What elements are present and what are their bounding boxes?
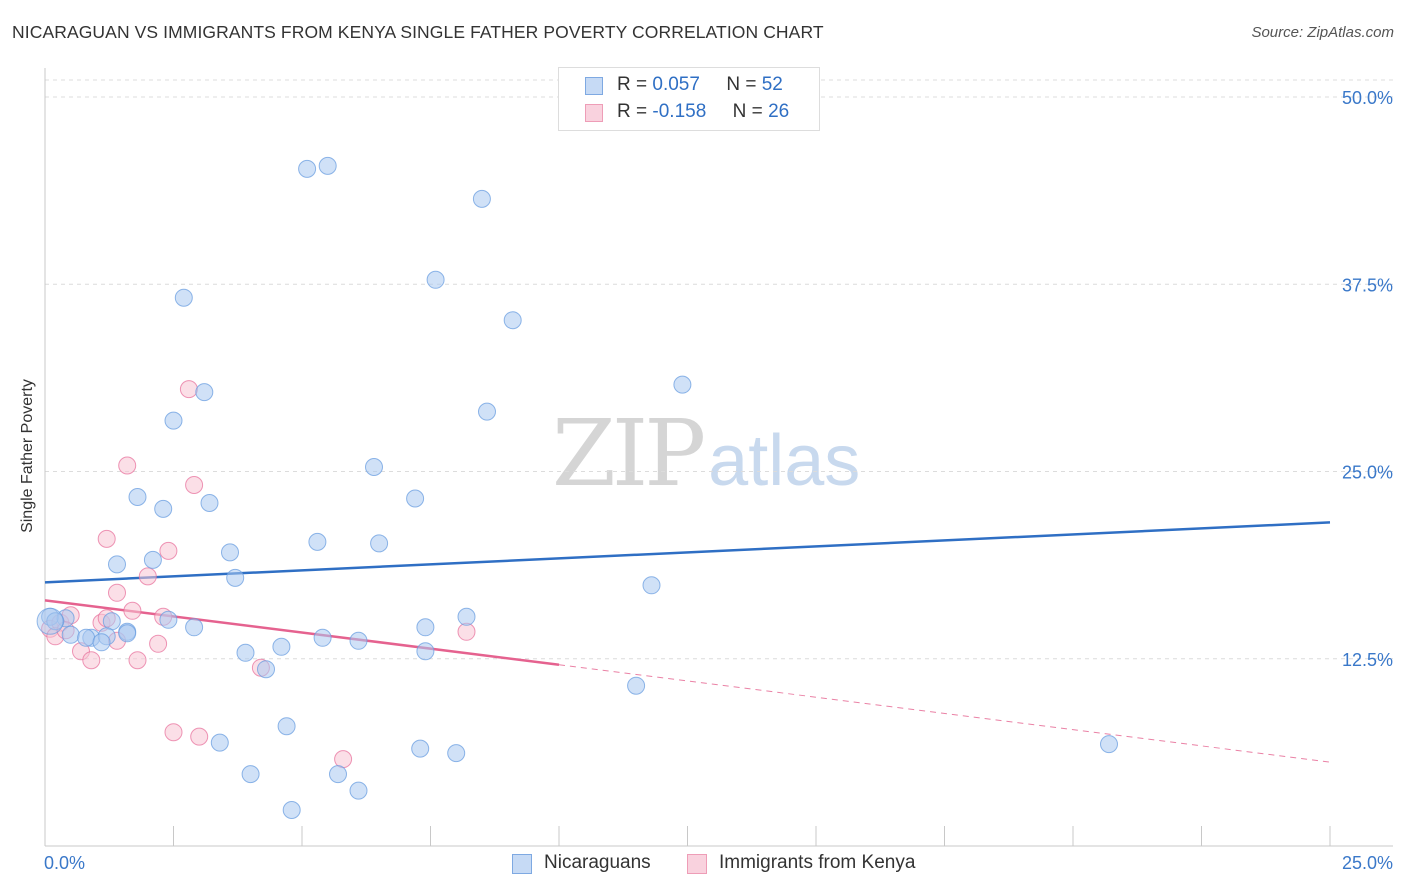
point-nicaraguans [642, 576, 661, 595]
point-kenya [334, 750, 353, 769]
legend-swatch-nicaraguans [585, 77, 603, 95]
point-kenya [190, 727, 209, 746]
point-nicaraguans [457, 607, 476, 626]
point-kenya [118, 456, 137, 475]
bottom-legend-swatch-nicaraguans [512, 854, 532, 874]
point-nicaraguans [272, 637, 291, 656]
point-kenya [457, 622, 476, 641]
point-nicaraguans [102, 612, 121, 631]
point-kenya [159, 541, 178, 560]
point-nicaraguans [200, 494, 219, 512]
point-nicaraguans [36, 607, 64, 635]
point-nicaraguans [416, 642, 435, 661]
point-nicaraguans [426, 270, 445, 289]
point-nicaraguans [627, 676, 646, 695]
point-kenya [128, 651, 147, 670]
trend-line-nicaraguans [44, 521, 1331, 584]
point-nicaraguans [673, 375, 692, 394]
point-kenya [138, 567, 157, 586]
point-kenya [185, 476, 204, 494]
tick-labels: 12.5% 25.0% 37.5% 50.0% 0.0% 25.0% [44, 88, 1393, 873]
point-nicaraguans [210, 733, 229, 752]
n-label: N = [726, 74, 757, 95]
point-nicaraguans [164, 411, 183, 430]
point-nicaraguans [478, 402, 496, 421]
r-value: 0.057 [652, 74, 700, 95]
point-nicaraguans [416, 618, 435, 637]
data-points [36, 156, 1118, 819]
n-label: N = [732, 101, 763, 122]
point-nicaraguans [221, 543, 239, 562]
axes [44, 68, 1393, 847]
y-axis-label: Single Father Poverty [19, 379, 36, 533]
point-nicaraguans [329, 765, 347, 784]
y-tick-label: 37.5% [1342, 275, 1393, 295]
point-kenya [123, 601, 142, 620]
n-value: 52 [761, 74, 783, 95]
point-nicaraguans [349, 781, 368, 800]
r-label: R = [617, 101, 648, 122]
point-nicaraguans [46, 612, 65, 631]
source-label: Source: ZipAtlas.com [1251, 24, 1394, 41]
point-nicaraguans [154, 499, 173, 518]
point-nicaraguans [174, 288, 193, 307]
x-tick-label: 25.0% [1342, 853, 1393, 873]
point-kenya [164, 723, 183, 742]
point-nicaraguans [236, 643, 255, 662]
point-nicaraguans [472, 189, 491, 208]
r-label: R = [617, 74, 648, 95]
point-nicaraguans [282, 801, 301, 819]
point-nicaraguans [411, 739, 430, 758]
point-nicaraguans [143, 550, 162, 569]
point-nicaraguans [447, 744, 466, 763]
point-nicaraguans [159, 610, 178, 629]
point-nicaraguans [298, 159, 317, 178]
r-value: -0.158 [652, 101, 707, 122]
n-value: 26 [768, 101, 790, 122]
point-kenya [149, 634, 168, 653]
correlation-legend: R = 0.057 N = 52 R = -0.158 N = 26 [558, 67, 820, 131]
point-nicaraguans [118, 624, 137, 643]
point-nicaraguans [241, 765, 260, 784]
bottom-legend-label: Nicaraguans [544, 852, 651, 873]
point-kenya [82, 651, 101, 670]
point-nicaraguans [108, 555, 126, 574]
legend-stats: R = 0.057 N = 52 [617, 74, 783, 96]
point-nicaraguans [61, 625, 80, 644]
trend-lines [44, 521, 1331, 763]
point-nicaraguans [1100, 735, 1118, 754]
chart-title: NICARAGUAN VS IMMIGRANTS FROM KENYA SING… [12, 22, 824, 42]
x-tick-label: 0.0% [44, 853, 85, 873]
point-nicaraguans [406, 489, 425, 508]
point-nicaraguans [503, 311, 522, 330]
point-nicaraguans [365, 458, 383, 476]
point-nicaraguans [349, 631, 368, 650]
point-kenya [179, 380, 198, 399]
y-tick-label: 12.5% [1342, 650, 1393, 670]
point-nicaraguans [128, 488, 147, 506]
bottom-legend-swatch-kenya [687, 854, 707, 874]
point-nicaraguans [226, 568, 245, 587]
point-nicaraguans [77, 628, 96, 647]
point-nicaraguans [277, 717, 296, 736]
y-tick-label: 25.0% [1342, 463, 1393, 483]
point-nicaraguans [370, 534, 389, 553]
point-nicaraguans [313, 628, 332, 647]
point-nicaraguans [185, 618, 204, 637]
legend-swatch-kenya [585, 104, 603, 122]
point-nicaraguans [257, 660, 275, 679]
point-nicaraguans [195, 383, 214, 402]
point-nicaraguans [318, 156, 337, 175]
point-nicaraguans [308, 532, 327, 551]
bottom-legend-label: Immigrants from Kenya [719, 852, 916, 873]
point-kenya [108, 583, 126, 602]
point-kenya [97, 529, 116, 548]
trend-line-kenya-extrapolated [558, 664, 1331, 763]
point-nicaraguans [92, 633, 111, 652]
y-tick-label: 50.0% [1342, 88, 1393, 108]
legend-stats: R = -0.158 N = 26 [617, 101, 789, 123]
